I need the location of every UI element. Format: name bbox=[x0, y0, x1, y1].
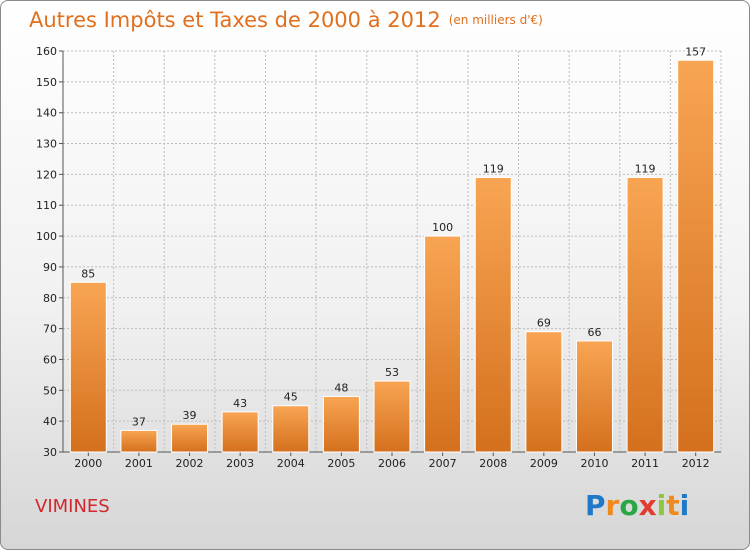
bar-2002 bbox=[171, 423, 209, 453]
value-label-2004: 45 bbox=[284, 391, 298, 404]
value-label-2012: 157 bbox=[685, 45, 706, 58]
x-tick-label-2001: 2001 bbox=[125, 457, 153, 470]
y-tick-label: 100 bbox=[36, 230, 57, 243]
x-tick-label-2003: 2003 bbox=[226, 457, 254, 470]
y-tick-label: 130 bbox=[36, 138, 57, 151]
chart-title-text: Autres Impôts et Taxes de 2000 à 2012 bbox=[29, 8, 441, 32]
x-tick-label-2008: 2008 bbox=[479, 457, 507, 470]
bar-2006 bbox=[373, 380, 411, 453]
value-label-2011: 119 bbox=[635, 162, 656, 175]
value-label-2009: 69 bbox=[537, 317, 551, 330]
unit-note: (en milliers d'€) bbox=[448, 13, 543, 27]
x-tick-label-2007: 2007 bbox=[429, 457, 457, 470]
value-label-2006: 53 bbox=[385, 366, 399, 379]
y-tick-label: 120 bbox=[36, 168, 57, 181]
y-tick-label: 140 bbox=[36, 107, 57, 120]
value-label-2010: 66 bbox=[587, 326, 601, 339]
value-label-2000: 85 bbox=[81, 267, 95, 280]
bars bbox=[69, 59, 715, 453]
value-label-2002: 39 bbox=[183, 409, 197, 422]
x-tick-label-2000: 2000 bbox=[74, 457, 102, 470]
x-tick-label-2004: 2004 bbox=[277, 457, 305, 470]
chart-title: Autres Impôts et Taxes de 2000 à 2012 (en… bbox=[29, 8, 543, 32]
value-label-2007: 100 bbox=[432, 221, 453, 234]
bar-2011 bbox=[626, 176, 664, 453]
bar-2012 bbox=[677, 59, 715, 453]
bar-2007 bbox=[424, 235, 462, 453]
y-tick-label: 80 bbox=[43, 292, 57, 305]
bar-2004 bbox=[272, 405, 310, 453]
y-tick-label: 70 bbox=[43, 323, 57, 336]
y-tick-label: 60 bbox=[43, 353, 57, 366]
bar-2010 bbox=[575, 340, 613, 453]
x-tick-label-2011: 2011 bbox=[631, 457, 659, 470]
bar-2003 bbox=[221, 411, 259, 453]
y-tick-label: 50 bbox=[43, 384, 57, 397]
y-tick-label: 40 bbox=[43, 415, 57, 428]
bar-2000 bbox=[69, 281, 107, 453]
labels: 30 40 50 60 70 80 90 100 110 120 130 140 150 160 85 200… bbox=[36, 45, 710, 470]
proxiti-logo: Proxiti bbox=[585, 489, 690, 522]
value-label-2008: 119 bbox=[483, 162, 504, 175]
bar-2005 bbox=[322, 395, 360, 453]
bar-2008 bbox=[474, 176, 512, 453]
x-tick-label-2005: 2005 bbox=[327, 457, 355, 470]
value-label-2005: 48 bbox=[334, 381, 348, 394]
x-tick-label-2002: 2002 bbox=[176, 457, 204, 470]
city-name: VIMINES bbox=[35, 496, 110, 517]
value-label-2003: 43 bbox=[233, 397, 247, 410]
y-tick-label: 160 bbox=[36, 45, 57, 58]
y-tick-label: 110 bbox=[36, 199, 57, 212]
y-tick-label: 90 bbox=[43, 261, 57, 274]
x-tick-label-2006: 2006 bbox=[378, 457, 406, 470]
x-tick-label-2012: 2012 bbox=[682, 457, 710, 470]
x-tick-label-2009: 2009 bbox=[530, 457, 558, 470]
y-tick-label: 150 bbox=[36, 76, 57, 89]
bar-2001 bbox=[120, 429, 158, 453]
x-tick-label-2010: 2010 bbox=[580, 457, 608, 470]
y-tick-label: 30 bbox=[43, 446, 57, 459]
value-label-2001: 37 bbox=[132, 415, 146, 428]
bar-2009 bbox=[525, 331, 563, 453]
